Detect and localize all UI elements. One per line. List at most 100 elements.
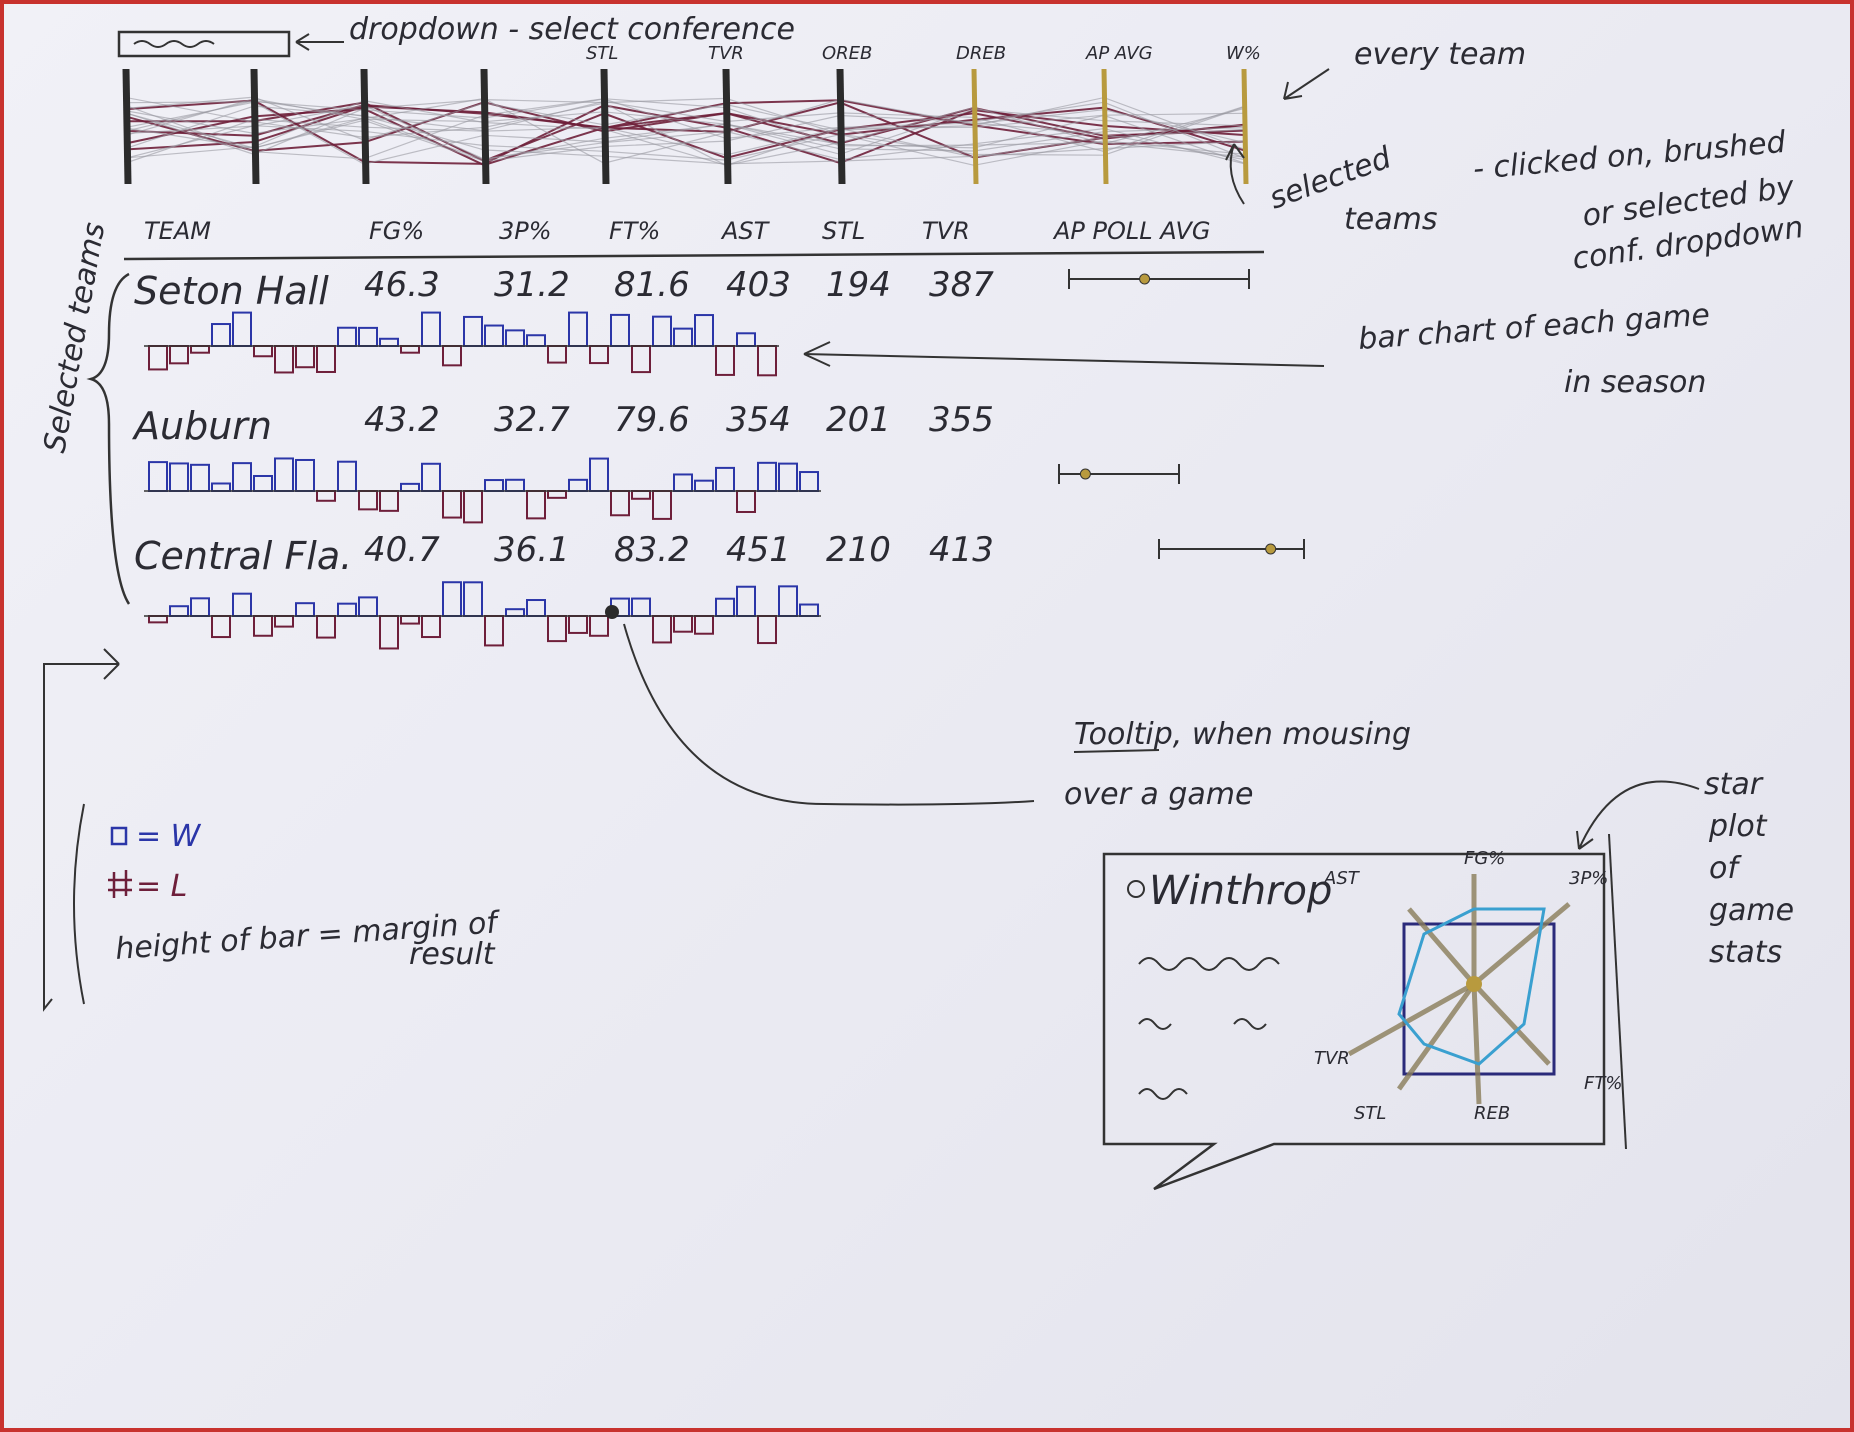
parallel-axis[interactable] xyxy=(836,68,846,185)
game-bar-win[interactable] xyxy=(736,585,756,618)
game-bar-win[interactable] xyxy=(379,337,399,347)
parallel-axis[interactable] xyxy=(722,68,732,185)
game-bar-win[interactable] xyxy=(337,326,357,347)
team-line[interactable] xyxy=(125,98,1245,161)
game-bar-loss[interactable] xyxy=(421,615,441,639)
team-line[interactable] xyxy=(125,98,1245,160)
game-bar-win[interactable] xyxy=(568,478,588,492)
game-bar-loss[interactable] xyxy=(148,345,168,371)
game-bar-win[interactable] xyxy=(694,314,714,347)
parallel-axis[interactable] xyxy=(600,68,610,185)
game-bar-win[interactable] xyxy=(211,482,231,493)
game-bar-win[interactable] xyxy=(715,466,735,492)
parallel-axis[interactable] xyxy=(1101,68,1109,185)
parallel-coordinates-plot[interactable]: STL TVR OREB DREB AP AVG W% xyxy=(122,43,1261,185)
game-bar-win[interactable] xyxy=(148,461,168,492)
game-bar-win[interactable] xyxy=(715,597,735,618)
game-bar-win[interactable] xyxy=(526,334,546,348)
parallel-axis[interactable] xyxy=(1241,68,1249,185)
parallel-axis[interactable] xyxy=(480,68,490,185)
column-header[interactable]: 3P% xyxy=(499,217,552,245)
game-bar-loss[interactable] xyxy=(148,615,168,624)
team-name[interactable]: Seton Hall xyxy=(134,269,329,313)
game-bar-loss[interactable] xyxy=(736,490,756,513)
conference-dropdown[interactable] xyxy=(117,30,291,58)
team-line[interactable] xyxy=(125,101,1245,162)
game-bar-win[interactable] xyxy=(169,462,189,493)
team-line[interactable] xyxy=(125,125,1245,166)
game-bar-chart[interactable] xyxy=(144,581,821,650)
game-bar-loss[interactable] xyxy=(463,490,483,524)
column-header[interactable]: AP POLL AVG xyxy=(1052,217,1211,245)
game-bar-loss[interactable] xyxy=(631,490,651,500)
game-bar-win[interactable] xyxy=(526,599,546,617)
game-bar-win[interactable] xyxy=(778,585,798,617)
game-bar-loss[interactable] xyxy=(316,345,336,373)
team-line[interactable] xyxy=(125,108,1245,161)
game-bar-win[interactable] xyxy=(232,462,252,492)
game-bar-loss[interactable] xyxy=(757,345,777,377)
game-bar-win[interactable] xyxy=(442,581,462,618)
game-bar-win[interactable] xyxy=(778,462,798,493)
parallel-axis[interactable] xyxy=(971,68,979,185)
team-line[interactable] xyxy=(125,97,1245,156)
team-row[interactable]: Central Fla. 40.7 36.1 83.2 451 210 413 xyxy=(134,530,1305,650)
game-bar-loss[interactable] xyxy=(715,345,735,376)
game-bar-loss[interactable] xyxy=(652,615,672,644)
game-bar-win[interactable] xyxy=(232,311,252,347)
game-bar-win[interactable] xyxy=(274,457,294,492)
game-bar-loss[interactable] xyxy=(610,490,630,517)
game-bar-win[interactable] xyxy=(505,478,525,493)
game-bar-win[interactable] xyxy=(358,326,378,347)
game-bar-win[interactable] xyxy=(421,462,441,492)
game-bar-loss[interactable] xyxy=(757,615,777,645)
team-name[interactable]: Auburn xyxy=(131,404,272,448)
game-bar-win[interactable] xyxy=(400,482,420,493)
game-bar-loss[interactable] xyxy=(400,345,420,354)
game-bar-loss[interactable] xyxy=(568,615,588,634)
game-bar-loss[interactable] xyxy=(589,615,609,637)
game-bar-win[interactable] xyxy=(673,473,693,492)
game-bar-loss[interactable] xyxy=(358,490,378,511)
column-header[interactable]: FG% xyxy=(369,217,424,245)
game-bar-chart[interactable] xyxy=(144,457,821,524)
column-header[interactable]: FT% xyxy=(609,217,660,245)
game-bar-win[interactable] xyxy=(295,458,315,492)
game-bar-win[interactable] xyxy=(190,597,210,618)
game-bar-win[interactable] xyxy=(169,605,189,617)
game-bar-win[interactable] xyxy=(694,479,714,493)
game-bar-win[interactable] xyxy=(610,313,630,348)
game-bar-win[interactable] xyxy=(757,461,777,492)
game-bar-win[interactable] xyxy=(358,596,378,617)
game-bar-loss[interactable] xyxy=(211,615,231,639)
game-bar-loss[interactable] xyxy=(547,345,567,364)
game-bar-win[interactable] xyxy=(505,329,525,348)
game-bar-loss[interactable] xyxy=(379,615,399,650)
game-bar-win[interactable] xyxy=(463,315,483,348)
game-bar-win[interactable] xyxy=(295,602,315,617)
column-header[interactable]: STL xyxy=(822,217,865,245)
game-bar-loss[interactable] xyxy=(694,615,714,635)
game-bar-win[interactable] xyxy=(337,460,357,492)
column-header[interactable]: AST xyxy=(720,217,771,245)
game-bar-win[interactable] xyxy=(505,608,525,617)
team-row[interactable]: Auburn 43.2 32.7 79.6 354 201 355 xyxy=(131,400,1180,524)
team-name[interactable]: Central Fla. xyxy=(134,534,352,578)
game-bar-loss[interactable] xyxy=(442,490,462,519)
game-bar-loss[interactable] xyxy=(169,345,189,365)
game-bar-loss[interactable] xyxy=(631,345,651,374)
game-bar-loss[interactable] xyxy=(442,345,462,367)
parallel-axis[interactable] xyxy=(122,68,132,185)
game-bar-win[interactable] xyxy=(652,315,672,348)
game-bar-win[interactable] xyxy=(211,323,231,347)
parallel-axis[interactable] xyxy=(360,68,370,185)
game-bar-win[interactable] xyxy=(568,311,588,347)
game-bar-loss[interactable] xyxy=(400,615,420,625)
game-bar-loss[interactable] xyxy=(547,490,567,499)
game-bar-loss[interactable] xyxy=(379,490,399,512)
game-bar-win[interactable] xyxy=(463,581,483,618)
column-header[interactable]: TVR xyxy=(922,217,970,245)
game-bar-loss[interactable] xyxy=(274,615,294,628)
game-bar-chart[interactable] xyxy=(144,311,779,377)
team-line[interactable] xyxy=(125,96,1245,166)
